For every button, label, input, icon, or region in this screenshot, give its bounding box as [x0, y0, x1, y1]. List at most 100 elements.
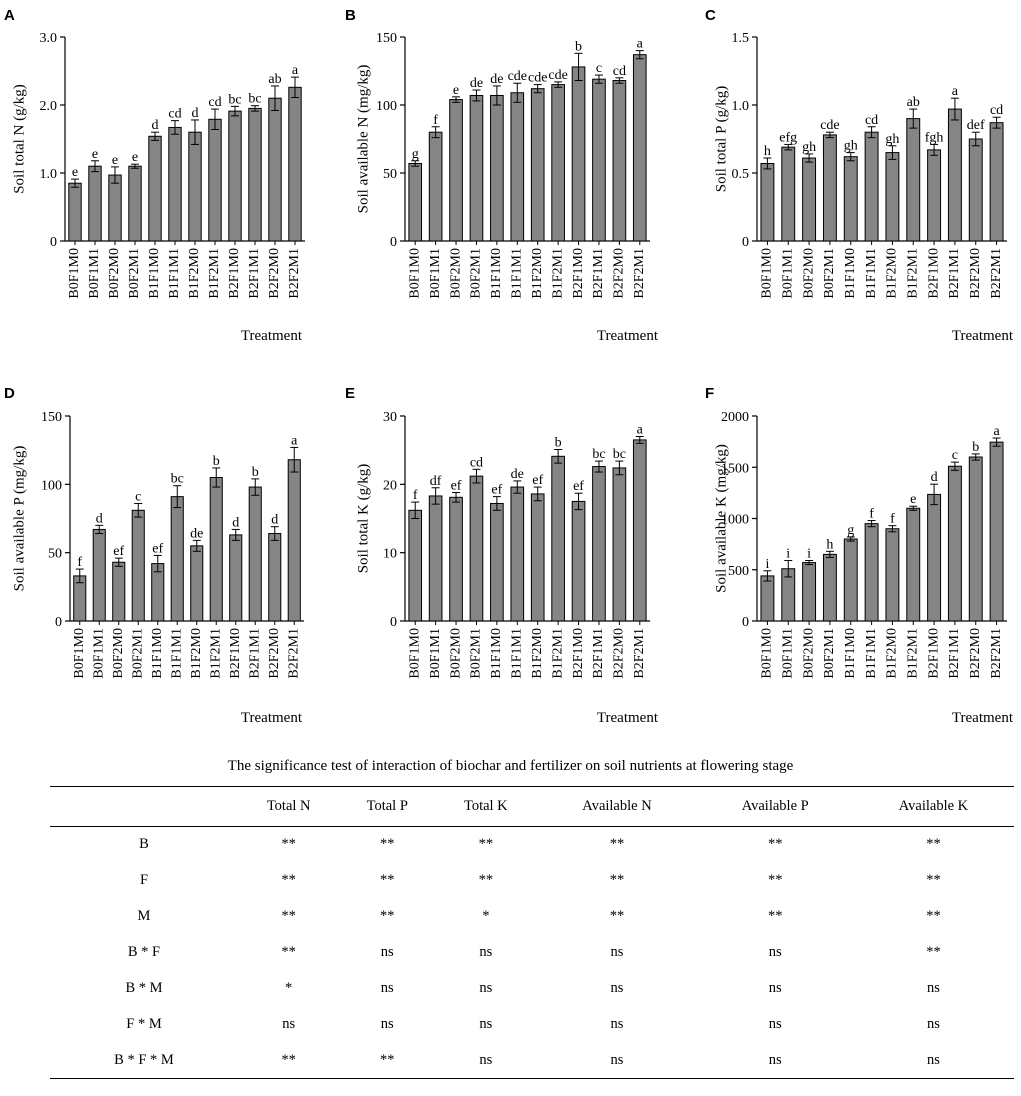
table-cell: ns	[610, 944, 624, 960]
bar	[190, 545, 204, 622]
x-tick-label: B2F1M0	[926, 248, 941, 299]
significance-letter: cd	[470, 455, 483, 470]
significance-letter: e	[910, 492, 916, 507]
significance-letter: a	[952, 84, 959, 99]
bar	[510, 486, 525, 622]
panel-b: B 0 50 100 150 Soil available N (mg/kg) g B0F1M…	[345, 7, 659, 344]
x-tick-label: B0F2M0	[801, 248, 816, 299]
table-cell: ns	[610, 1016, 624, 1032]
x-tick-label: B2F2M1	[989, 248, 1004, 299]
table-cell: ns	[852, 1042, 1014, 1079]
panel-d: D 0 50 100 150 Soil available P (mg/kg) f B0F1M…	[4, 385, 304, 726]
bar	[632, 439, 647, 622]
x-tick-label: B0F1M1	[428, 628, 443, 679]
significance-letter: b	[575, 39, 582, 54]
x-tick-label: B0F2M1	[469, 248, 484, 299]
x-tick-label: B2F1M1	[591, 248, 606, 299]
y-tick-label: 2.0	[40, 99, 58, 114]
bar	[268, 97, 282, 242]
significance-letter: bc	[248, 92, 261, 107]
bar	[112, 561, 126, 622]
significance-letter: e	[72, 165, 78, 180]
table-row: F ** ** ** ** ** **	[50, 863, 1014, 899]
bar	[148, 135, 162, 242]
bar	[469, 94, 484, 242]
table-cell: ns	[768, 944, 782, 960]
significance-letter: i	[765, 557, 769, 572]
panel-letter: B	[345, 7, 356, 24]
significance-letter: gh	[844, 139, 858, 154]
bar	[530, 88, 545, 242]
significance-letter: cd	[865, 113, 878, 128]
table-cell: **	[926, 908, 941, 924]
x-tick-label: B1F2M1	[905, 628, 920, 679]
bar	[632, 54, 647, 242]
x-tick-label: B1F2M1	[550, 628, 565, 679]
table-cell: **	[767, 836, 783, 853]
x-tick-label: B1F2M0	[189, 628, 204, 679]
table-cell: ns	[768, 1016, 782, 1032]
x-axis-title: Treatment	[241, 710, 303, 726]
x-tick-label: B2F2M0	[267, 248, 282, 299]
x-tick-label: B1F1M0	[843, 248, 858, 299]
bar	[612, 80, 627, 242]
significance-letter: ef	[491, 483, 502, 498]
x-tick-label: B2F2M0	[612, 248, 627, 299]
x-tick-label: B0F2M1	[822, 628, 837, 679]
y-tick-label: 0	[55, 615, 62, 630]
header-cell	[50, 786, 238, 827]
significance-letter: f	[413, 488, 418, 503]
significance-letter: i	[786, 547, 790, 562]
significance-letter: de	[511, 467, 524, 482]
table-cell: **	[281, 836, 296, 853]
table-cell: **	[380, 908, 395, 924]
bar	[571, 66, 586, 242]
significance-letter: b	[252, 465, 259, 480]
x-tick-label: B1F1M1	[864, 248, 879, 299]
bar	[612, 467, 627, 622]
panel-letter: F	[705, 385, 714, 402]
y-tick-label: 0	[742, 615, 749, 630]
y-tick-label: 10	[383, 547, 397, 562]
y-tick-label: 500	[728, 564, 749, 579]
table-header-row: Total N Total P Total K Available N Avai…	[50, 786, 1014, 827]
x-tick-label: B1F1M0	[843, 628, 858, 679]
x-tick-label: B0F1M0	[407, 248, 422, 299]
significance-letter: bc	[171, 472, 184, 487]
panel-letter: E	[345, 385, 355, 402]
x-tick-label: B2F1M1	[247, 628, 262, 679]
y-tick-label: 100	[376, 99, 397, 114]
x-tick-label: B0F1M1	[428, 248, 443, 299]
table-cell: ns	[380, 980, 394, 996]
header-cell: Total N	[238, 786, 340, 827]
y-tick-label: 1.0	[732, 99, 750, 114]
bar	[188, 131, 202, 242]
bar	[551, 84, 565, 242]
bar	[469, 475, 484, 622]
x-tick-label: B0F2M1	[822, 248, 837, 299]
x-tick-label: B2F1M0	[571, 248, 586, 299]
x-tick-label: B2F1M0	[571, 628, 586, 679]
x-tick-label: B1F1M0	[147, 248, 162, 299]
significance-letter: h	[826, 537, 833, 552]
x-tick-label: B2F2M1	[989, 628, 1004, 679]
bar	[885, 152, 900, 242]
x-tick-label: B1F1M0	[150, 628, 165, 679]
y-tick-label: 150	[41, 410, 62, 425]
bar	[287, 459, 301, 622]
table-row: B * F ** ns ns ns ns **	[50, 935, 1014, 971]
x-tick-label: B0F2M0	[448, 248, 463, 299]
bar	[209, 477, 223, 622]
bar	[228, 110, 242, 242]
significance-letter: d	[152, 118, 159, 133]
bar	[92, 528, 106, 622]
bar	[408, 162, 423, 242]
significance-letter: a	[637, 37, 644, 52]
significance-letter: g	[847, 523, 854, 538]
bar	[229, 534, 243, 622]
significance-letter: e	[112, 153, 118, 168]
x-tick-label: B1F2M1	[905, 248, 920, 299]
bar	[592, 466, 606, 622]
table-cell: *	[285, 980, 293, 996]
row-factor: F	[139, 872, 149, 888]
